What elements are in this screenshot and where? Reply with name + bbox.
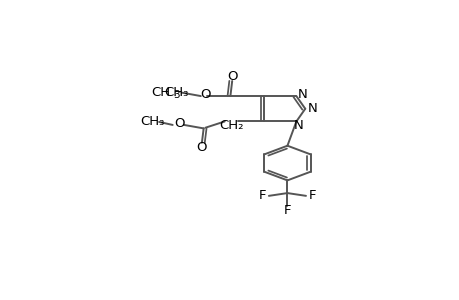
Text: O: O — [200, 88, 210, 101]
Text: CH₃: CH₃ — [140, 116, 164, 128]
Text: F: F — [283, 204, 291, 217]
Text: 3: 3 — [173, 90, 180, 100]
Text: F: F — [308, 189, 315, 203]
Text: N: N — [308, 102, 317, 115]
Text: F: F — [258, 189, 266, 203]
Text: O: O — [196, 141, 207, 154]
Text: O: O — [226, 70, 237, 83]
Text: CH₂: CH₂ — [218, 119, 243, 132]
Text: N: N — [297, 88, 307, 101]
Text: CH₃: CH₃ — [164, 86, 189, 99]
Text: N: N — [293, 119, 302, 132]
Text: CH: CH — [151, 86, 170, 99]
Text: O: O — [174, 117, 184, 130]
